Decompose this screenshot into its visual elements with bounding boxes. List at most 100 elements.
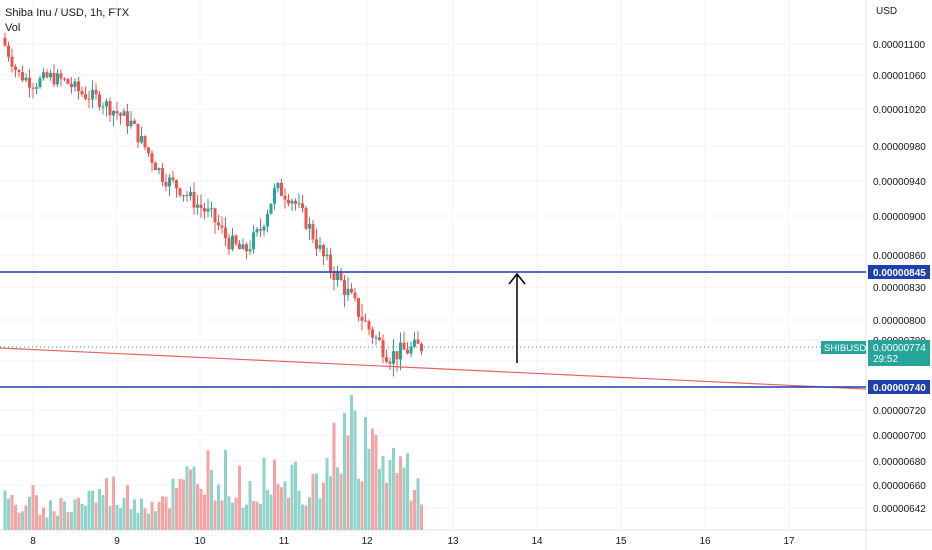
candle-body [189, 192, 192, 197]
candle-body [115, 110, 119, 114]
volume-bar [98, 489, 101, 530]
candle-body [238, 243, 241, 250]
volume-bar [304, 505, 308, 530]
volume-bar [329, 476, 332, 530]
symbol-badge [821, 341, 866, 354]
volume-bar [164, 496, 168, 530]
volume-bar [399, 456, 402, 530]
candle-body [45, 72, 49, 78]
candle-body [143, 135, 147, 148]
candle-body [297, 203, 301, 205]
volume-bar [45, 517, 49, 530]
candle-body [364, 320, 367, 322]
volume-bar [315, 473, 318, 530]
volume-bar [189, 469, 192, 530]
candle-body [287, 199, 290, 204]
candle-body [17, 69, 21, 73]
candle-body [381, 340, 385, 358]
volume-bar [73, 499, 77, 530]
volume-bar [252, 501, 255, 530]
volume-bar [7, 498, 10, 530]
volume-bar [413, 489, 416, 530]
volume-bar [213, 500, 217, 530]
date-tick-label: 15 [615, 536, 627, 547]
volume-bar [38, 514, 42, 530]
volume-bar [10, 494, 14, 530]
volume-bar [185, 466, 189, 530]
candle-body [28, 77, 31, 88]
candle-body [154, 162, 157, 171]
volume-bar [339, 473, 343, 530]
candle-body [374, 337, 378, 339]
volume-bar [301, 504, 304, 530]
candle-body [105, 101, 108, 107]
volume-bar [24, 505, 28, 530]
volume-bar [294, 461, 297, 530]
volume-bar [115, 504, 119, 530]
trendline [0, 347, 867, 390]
price-tick-label: 0.00001020 [873, 105, 926, 116]
drawings [0, 271, 867, 390]
candle-body [367, 321, 371, 330]
candle-body [84, 94, 87, 99]
volume-bar [182, 479, 185, 530]
countdown-label: 29:52 [873, 354, 898, 365]
candle-body [164, 181, 168, 187]
date-tick-label: 8 [30, 536, 36, 547]
candle-body [259, 228, 262, 231]
volume-bar [196, 484, 199, 530]
candle-body [35, 87, 38, 89]
volume-bar [14, 504, 17, 530]
candle-body [70, 83, 73, 88]
volume-bar [245, 504, 248, 530]
price-tick-label: 0.00000680 [873, 457, 926, 468]
volume-bar [248, 481, 252, 530]
candle-body [311, 224, 315, 240]
volume-bar [42, 507, 45, 530]
price-tick-label: 0.00000900 [873, 212, 926, 223]
current-price-badge [868, 340, 930, 366]
candle-body [87, 98, 91, 100]
price-tick-label: 0.00000800 [873, 316, 926, 327]
volume-bar [276, 483, 280, 530]
candle-body [336, 272, 339, 280]
price-tick-label: 0.00000720 [873, 406, 926, 417]
volume-bar [35, 495, 38, 530]
volume-bar [52, 511, 56, 530]
volume-bar [63, 501, 66, 530]
volume-bar [392, 447, 395, 530]
volume-bar [360, 481, 364, 530]
candle-body [157, 168, 161, 171]
candle-body [122, 111, 126, 116]
candle-body [332, 271, 336, 280]
candle-body [182, 195, 185, 197]
candle-body [7, 45, 10, 57]
volume-bar [122, 497, 126, 530]
candle-body [203, 208, 206, 212]
volume-bar [227, 496, 231, 530]
candle-body [378, 337, 381, 341]
candle-body [350, 288, 353, 293]
candle-body [409, 346, 413, 354]
candle-body [385, 357, 388, 362]
chart-legend: Shiba Inu / USD, 1h, FTX Vol [5, 6, 129, 36]
currency-label: USD [876, 6, 897, 17]
candle-body [63, 78, 66, 80]
volume-bar [388, 459, 392, 530]
candle-body [126, 111, 129, 127]
volume-bars [3, 395, 423, 530]
candle-body [252, 232, 255, 250]
candle-body [14, 66, 17, 70]
price-level-badge [868, 380, 930, 394]
candle-body [357, 298, 360, 317]
price-level-label: 0.00000740 [873, 383, 926, 394]
volume-bar [420, 504, 423, 530]
price-tick-label: 0.00000660 [873, 481, 926, 492]
price-tick-label: 0.00001100 [873, 40, 926, 51]
candle-body [371, 329, 374, 338]
candle-body [66, 78, 70, 84]
volume-bar [80, 503, 84, 530]
candle-body [241, 244, 245, 250]
volume-bar [406, 453, 409, 530]
